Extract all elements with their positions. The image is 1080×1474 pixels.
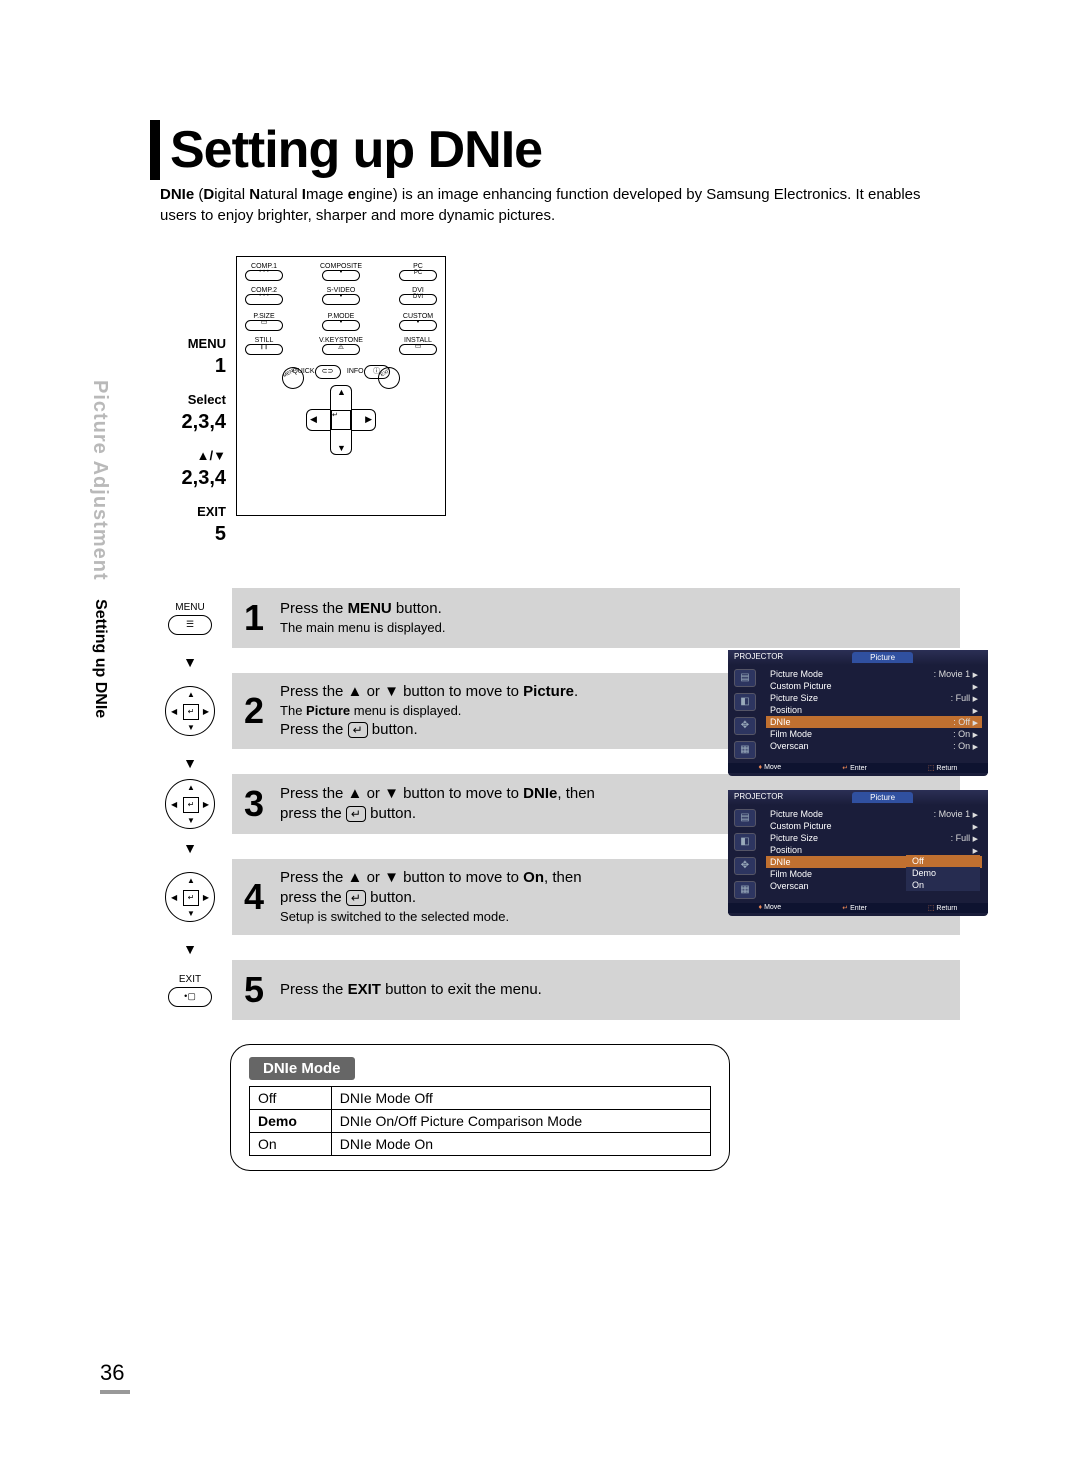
page-title: Setting up DNIe [170,120,960,180]
remote-diagram: COMP.1 COMPOSITE PC COMP.2 S-VIDEO DVI P… [236,256,446,516]
side-subsection: Setting up DNIe [92,599,109,718]
osd-menu-picture: PROJECTORPicture ▤◧✥▦ Picture Mode: Movi… [728,650,988,776]
step-icon-cross: ▲▼◀▶↵ [160,779,220,829]
page-number: 36 [100,1360,130,1394]
step-icon-cross: ▲▼◀▶↵ [160,872,220,922]
intro-text: DNIe (Digital Natural Image engine) is a… [160,184,960,226]
side-section: Picture Adjustment [89,380,111,595]
osd-dnie-popup: Off Demo On [906,855,980,891]
enter-icon: ↵ [346,806,366,822]
step-icon-menu: MENU ☰ [160,602,220,635]
dnie-mode-table: OffDNIe Mode Off DemoDNIe On/Off Picture… [249,1086,711,1156]
osd-menu-dnie: PROJECTORPicture ▤◧✥▦ Picture Mode: Movi… [728,790,988,916]
table-row: OnDNIe Mode On [250,1133,711,1156]
table-row: OffDNIe Mode Off [250,1087,711,1110]
arrow-down-icon: ▼ [160,941,220,957]
dnie-mode-box: DNIe Mode OffDNIe Mode Off DemoDNIe On/O… [230,1044,730,1171]
side-tab: Picture Adjustment Setting up DNIe [88,380,111,718]
arrow-down-icon: ▼ [160,840,220,856]
enter-icon: ↵ [346,890,366,906]
step-icon-cross: ▲▼◀▶↵ [160,686,220,736]
arrow-down-icon: ▼ [160,654,220,670]
step-row: 5 Press the EXIT button to exit the menu… [232,960,960,1020]
enter-icon: ↵ [348,722,368,738]
arrow-down-icon: ▼ [160,755,220,771]
dnie-mode-title: DNIe Mode [249,1057,355,1080]
remote-step-labels: MENU 1 Select 2,3,4 ▲/▼ 2,3,4 EXIT 5 [160,256,226,560]
step-icon-exit: EXIT •▢ [160,974,220,1007]
table-row: DemoDNIe On/Off Picture Comparison Mode [250,1110,711,1133]
step-row: 1 Press the MENU button. The main menu i… [232,588,960,648]
